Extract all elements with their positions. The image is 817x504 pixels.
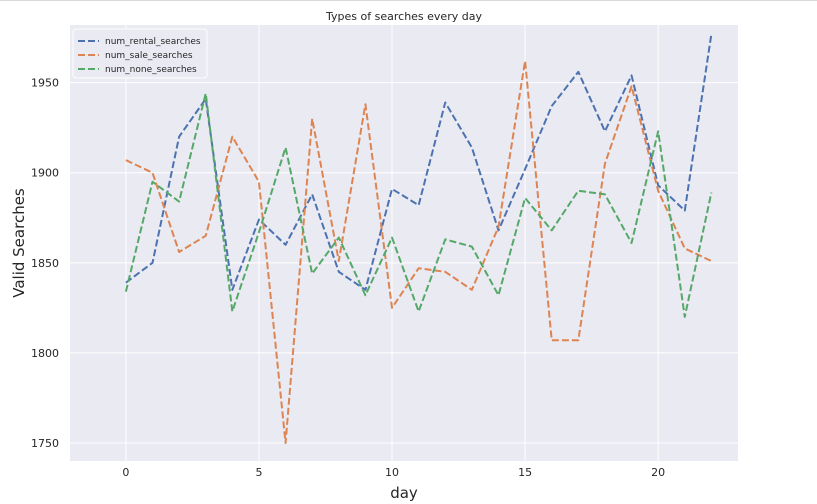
x-axis-label: day <box>390 484 418 502</box>
series-line-num-rental-searches <box>125 33 713 291</box>
grid-lines <box>70 25 738 461</box>
y-tick-label: 1750 <box>31 437 59 450</box>
legend-label: num_rental_searches <box>105 37 201 47</box>
x-tick-label: 0 <box>122 466 129 479</box>
legend-label: num_sale_searches <box>105 51 193 61</box>
series-lines <box>124 33 713 444</box>
series-line-num-sale-searches <box>125 60 712 444</box>
y-tick-label: 1800 <box>31 347 59 360</box>
x-tick-labels: 0 5 10 15 20 <box>122 466 665 479</box>
plot-area <box>70 25 738 461</box>
legend: num_rental_searches num_sale_searches num_… <box>72 28 208 79</box>
x-tick-label: 5 <box>255 466 262 479</box>
y-tick-label: 1850 <box>31 257 59 270</box>
chart-title: Types of searches every day <box>325 10 482 23</box>
x-tick-label: 15 <box>518 466 532 479</box>
series-line-num-none-searches <box>124 92 713 318</box>
y-tick-label: 1950 <box>31 77 59 90</box>
x-tick-label: 10 <box>385 466 399 479</box>
x-tick-label: 20 <box>651 466 665 479</box>
legend-label: num_none_searches <box>105 65 197 75</box>
window-top-border <box>0 0 817 1</box>
y-axis-label: Valid Searches <box>10 188 28 298</box>
legend-box <box>72 28 208 79</box>
y-tick-label: 1900 <box>31 167 59 180</box>
y-tick-labels: 1750 1800 1850 1900 1950 <box>31 77 59 450</box>
